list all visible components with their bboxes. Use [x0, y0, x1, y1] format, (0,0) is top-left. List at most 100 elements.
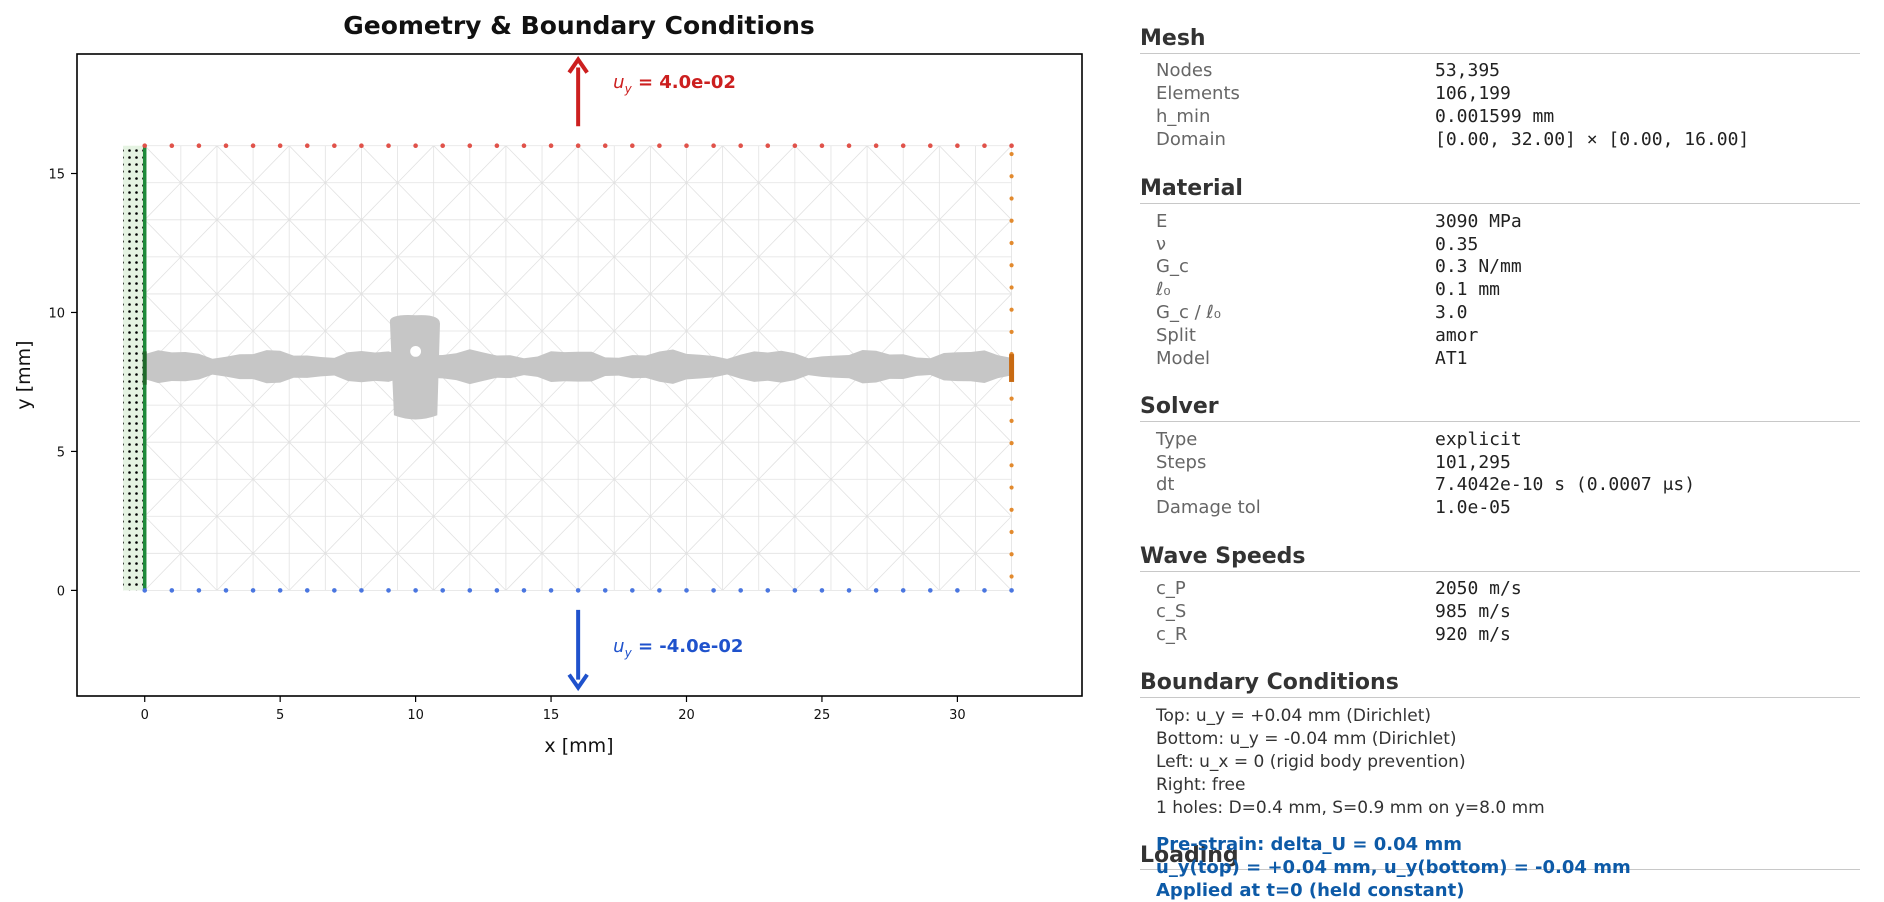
material-key: E [1156, 211, 1168, 232]
bottom-boundary-node [711, 588, 716, 593]
bottom-boundary-node [873, 588, 879, 593]
bottom-boundary-node [467, 588, 473, 593]
mesh-value: 0.001599 mm [1435, 106, 1555, 127]
solver-value: 1.0e-05 [1435, 497, 1511, 518]
solver-key: Steps [1156, 452, 1207, 473]
loading-line: Pre-strain: delta_U = 0.04 mm [1156, 834, 1462, 855]
top-boundary-node [548, 143, 554, 149]
x-tick-label: 5 [276, 708, 284, 723]
bottom-boundary-node [630, 588, 635, 593]
bottom-boundary-node [765, 588, 771, 593]
right-boundary-node [1009, 307, 1014, 312]
material-key: G_c / ℓ₀ [1156, 302, 1222, 323]
bottom-boundary-node [359, 588, 364, 593]
wave-key: c_S [1156, 601, 1187, 622]
material-value: 3090 MPa [1435, 211, 1522, 232]
top-load-label: uy = 4.0e-02 [613, 72, 736, 96]
top-boundary-node [955, 143, 960, 149]
bottom-boundary-node [928, 588, 933, 593]
bottom-boundary-node [955, 588, 960, 593]
solver-value: 7.4042e-10 s (0.0007 μs) [1435, 474, 1696, 495]
solver-divider [1140, 421, 1860, 422]
x-tick-label: 0 [141, 708, 149, 723]
right-boundary-node [1009, 529, 1014, 535]
solver-key: dt [1156, 474, 1175, 495]
right-boundary-node [1009, 396, 1014, 401]
top-boundary-node [873, 143, 879, 149]
loading-line: Applied at t=0 (held constant) [1156, 880, 1465, 901]
top-boundary-node [332, 143, 337, 149]
bottom-boundary-node [304, 588, 310, 593]
y-tick-label: 15 [48, 168, 65, 183]
top-boundary-node [467, 143, 473, 149]
bc-line: Right: free [1156, 775, 1246, 795]
chart-title: Geometry & Boundary Conditions [343, 11, 815, 40]
mesh-key: Nodes [1156, 60, 1213, 81]
bottom-boundary-node [575, 588, 581, 593]
bottom-boundary-node [900, 588, 906, 593]
bottom-boundary-node [250, 588, 256, 593]
x-tick-label: 20 [678, 708, 695, 723]
solver-value: explicit [1435, 429, 1522, 450]
top-boundary-node [846, 143, 852, 149]
bottom-boundary-node [440, 588, 446, 593]
bottom-boundary-node [684, 588, 689, 593]
solver-key: Type [1156, 429, 1198, 450]
bottom-boundary-node [792, 588, 798, 593]
top-load-arrowhead [567, 56, 589, 74]
bottom-boundary-node [521, 588, 527, 593]
bottom-load-label: uy = -4.0e-02 [613, 636, 743, 660]
right-boundary-node [1009, 485, 1014, 490]
bottom-boundary-node [169, 588, 175, 593]
bottom-boundary-node [1009, 588, 1014, 593]
bottom-boundary-node [142, 588, 148, 593]
boundary-markers [123, 143, 1015, 593]
top-boundary-node [223, 143, 229, 149]
solver-value: 101,295 [1435, 452, 1511, 473]
bottom-boundary-node [494, 588, 500, 593]
right-boundary-node [1009, 552, 1014, 557]
solver-section-title: Solver [1140, 394, 1219, 419]
damage-band-shape [144, 349, 1012, 385]
loading-divider [1140, 869, 1860, 870]
mesh-value: 106,199 [1435, 83, 1511, 104]
geometry-plot: Geometry & Boundary Conditions uy = 4.0e… [13, 11, 1083, 757]
bottom-boundary-node [277, 588, 283, 593]
loading-line: u_y(top) = +0.04 mm, u_y(bottom) = -0.04… [1156, 857, 1631, 878]
material-value: amor [1435, 325, 1479, 346]
bottom-boundary-node [332, 588, 337, 593]
wave-value: 985 m/s [1435, 601, 1511, 622]
top-boundary-node [657, 143, 662, 149]
y-tick-label: 0 [57, 584, 65, 599]
top-boundary-node [277, 143, 283, 149]
top-boundary-node [521, 143, 527, 149]
top-boundary-node [386, 143, 391, 149]
bc-line: 1 holes: D=0.4 mm, S=0.9 mm on y=8.0 mm [1156, 798, 1545, 818]
top-boundary-node [684, 143, 689, 149]
bottom-boundary-node [819, 588, 825, 593]
y-tick-label: 5 [57, 445, 65, 460]
bottom-boundary-node [602, 588, 608, 593]
top-boundary-node [169, 143, 175, 149]
right-boundary-node [1009, 507, 1014, 512]
x-tick-label: 30 [949, 708, 966, 723]
top-boundary-node [765, 143, 771, 149]
damage-band [144, 315, 1012, 420]
wave-value: 2050 m/s [1435, 578, 1522, 599]
mesh-key: Domain [1156, 129, 1226, 150]
x-tick-label: 15 [543, 708, 560, 723]
mesh-key: h_min [1156, 106, 1211, 127]
right-boundary-node [1009, 263, 1014, 268]
top-boundary-node [142, 143, 148, 149]
bc-divider [1140, 697, 1860, 698]
top-boundary-node [413, 143, 418, 149]
material-value: AT1 [1435, 348, 1468, 369]
top-boundary-node [900, 143, 906, 149]
bc-line: Left: u_x = 0 (rigid body prevention) [1156, 752, 1466, 772]
material-section-title: Material [1140, 176, 1243, 201]
top-boundary-node [304, 143, 310, 149]
wave-key: c_R [1156, 624, 1188, 645]
right-boundary-node [1009, 174, 1014, 179]
top-boundary-node [359, 143, 364, 149]
top-boundary-node [1009, 143, 1014, 149]
